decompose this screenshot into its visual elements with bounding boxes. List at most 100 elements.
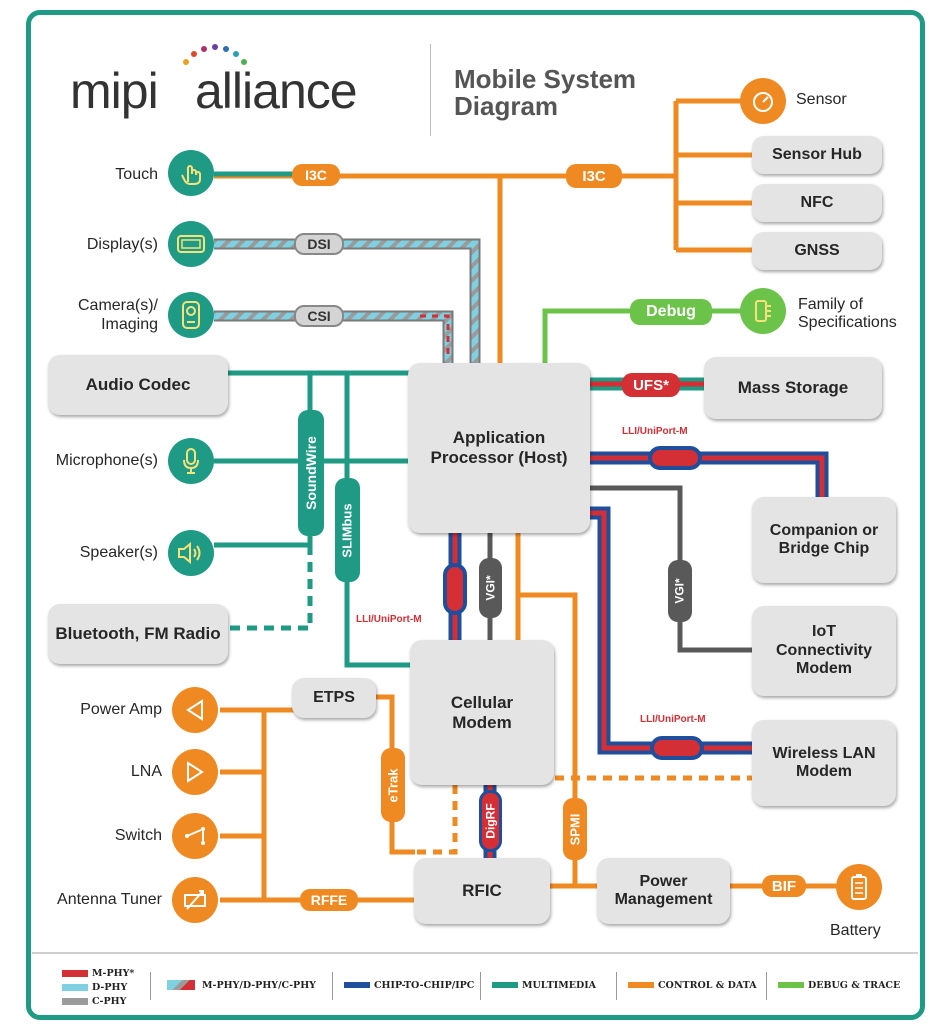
application-processor-box: Application Processor (Host) [408,363,590,533]
soundwire-tag: SoundWire [298,410,324,536]
microphone-label: Microphone(s) [55,452,158,469]
legend-combined-swatch [167,980,195,990]
logo-dots [183,44,247,65]
legend-divider-1 [150,972,151,1000]
lna-icon [172,749,218,795]
iot-modem-box: IoT Connectivity Modem [752,606,896,696]
sensor-label: Sensor [796,91,847,108]
legend-dphy-swatch [62,984,88,991]
page-title-line2: Diagram [454,91,559,122]
wlan-modem-box: Wireless LAN Modem [752,720,896,806]
touch-i3c-line [214,173,503,365]
dsi-tag: DSI [294,233,344,255]
digrf-tag: DigRF [479,790,502,852]
vgi-center-tag: VGI* [479,558,502,618]
legend-debug-swatch [778,982,804,988]
cellular-modem-box: Cellular Modem [410,640,554,785]
dsi-line [214,240,479,365]
bluetooth-dashed-line [228,545,313,631]
antenna-tuner-icon [172,877,218,923]
microphone-icon [168,438,214,484]
slimbus-tag: SLIMbus [335,478,360,582]
legend-divider-4 [616,972,617,1000]
antenna-tuner-label: Antenna Tuner [57,891,162,908]
audio-codec-box: Audio Codec [48,355,228,415]
bif-tag: BIF [762,875,806,897]
rfic-box: RFIC [414,858,550,924]
digrf-text: DigRF [483,803,498,839]
sensor-icon [740,78,786,124]
slimbus-line [344,373,410,668]
logo-text-alliance: alliance [195,63,358,119]
legend-divider-5 [766,972,767,1000]
power-management-box: Power Management [597,858,730,924]
rffe-tag: RFFE [300,889,358,911]
etps-box: ETPS [292,678,376,718]
lli-capsules [443,446,704,760]
phy-lines [214,238,481,365]
legend-control-swatch [628,982,654,988]
legend-divider-3 [480,972,481,1000]
soundwire-text: SoundWire [303,436,320,510]
i3c-right-tag: I3C [566,164,622,188]
power-amp-icon [172,687,218,733]
legend: M-PHY* D-PHY C-PHY M-PHY/D-PHY/C-PHY CHI… [32,952,918,1018]
battery-label: Battery [830,922,881,939]
debug-tag: Debug [630,299,712,325]
csi-mphy-stripe [420,314,450,360]
legend-combined-label: M-PHY/D-PHY/C-PHY [202,980,316,991]
power-amp-label: Power Amp [80,701,162,718]
legend-debug-label: DEBUG & TRACE [808,980,901,991]
companion-chip-box: Companion or Bridge Chip [752,497,896,583]
legend-divider-2 [332,972,333,1000]
touch-icon [168,150,214,196]
slimbus-text: SLIMbus [340,502,356,558]
speaker-icon [168,530,214,576]
modem-rfic-dashed [415,785,458,855]
legend-cphy-swatch [62,998,88,1005]
gnss-box: GNSS [752,232,882,270]
camera-label: Camera(s)/ Imaging [77,297,158,334]
specifications-icon [740,288,786,334]
mass-storage-box: Mass Storage [704,357,882,419]
switch-icon [172,813,218,859]
dsi-line-border [214,238,481,365]
bluetooth-box: Bluetooth, FM Radio [48,604,228,664]
display-label: Display(s) [86,236,158,253]
lli-companion-label: LLI/UniPort-M [622,426,688,437]
i3c-left-tag: I3C [292,164,340,186]
switch-label: Switch [114,827,162,844]
battery-icon [836,864,882,910]
vgi-right-text: VGI* [673,578,687,604]
title-divider [430,44,431,136]
legend-multimedia-swatch [492,982,518,988]
spmi-text: SPMI [567,813,583,845]
legend-chip-swatch [344,982,370,988]
etrak-text: eTrak [385,768,401,802]
lna-label: LNA [130,763,162,780]
companion-lli-outer [590,451,829,497]
legend-mphy-label: M-PHY* [92,968,135,979]
legend-dphy-label: D-PHY [92,982,128,993]
nfc-box: NFC [752,184,882,222]
lli-cellular-capsule [443,563,467,615]
spmi-tag: SPMI [563,798,587,860]
legend-mphy-swatch [62,970,88,977]
spmi-line [518,592,578,886]
display-icon [168,221,214,267]
wlan-lli-outer [590,506,752,755]
sensor-hub-box: Sensor Hub [752,136,882,174]
legend-multimedia-label: MULTIMEDIA [522,980,597,991]
etrak-tag: eTrak [381,748,405,822]
vgi-right-tag: VGI* [668,560,692,622]
mipi-logo: mipi alliance [70,44,415,132]
wlan-lli-inner [590,510,752,751]
ufs-tag: UFS* [622,373,680,397]
lli-companion-capsule [648,446,702,470]
touch-label: Touch [115,166,158,183]
page-title-line1: Mobile System [454,64,637,94]
legend-chip-label: CHIP-TO-CHIP/IPC [374,980,475,991]
logo-text-mipi: mipi [70,63,159,119]
lli-cellular-label: LLI/UniPort-M [356,614,422,625]
